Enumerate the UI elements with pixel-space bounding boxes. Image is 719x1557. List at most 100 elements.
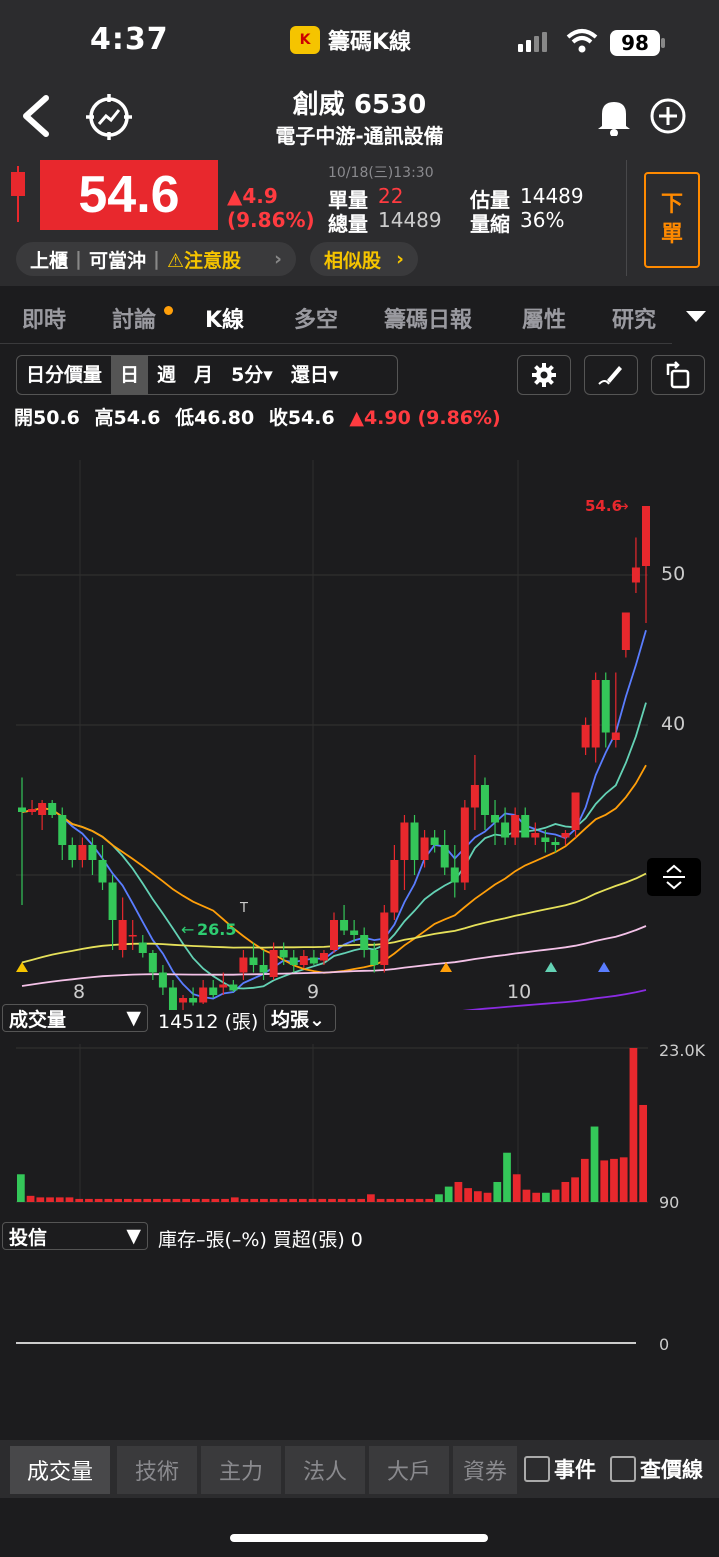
volume-bar [619, 1157, 628, 1202]
candle [209, 980, 218, 998]
tab-attributes[interactable]: 屬性 [522, 308, 567, 333]
volume-bar [639, 1104, 647, 1202]
volume-value: 14512 (張) [158, 1011, 259, 1033]
event-marker[interactable] [440, 962, 452, 972]
rotate-button[interactable] [651, 355, 705, 395]
x-tick-aug: 8 [73, 981, 85, 1003]
x-tick-sep: 9 [307, 981, 319, 1003]
candle [189, 987, 198, 1006]
candle [450, 845, 459, 898]
checkbox-icon [610, 1456, 636, 1482]
candle [511, 807, 520, 845]
tabs-more-button[interactable] [672, 288, 719, 344]
settings-button[interactable] [517, 355, 571, 395]
period-day[interactable]: 日 [111, 356, 149, 394]
candle [108, 875, 117, 950]
close-value: 54.6 [287, 407, 335, 429]
bell-icon[interactable] [594, 96, 634, 136]
candle [440, 830, 449, 875]
similar-stocks-label: 相似股 [324, 249, 382, 272]
arrow-right-icon: → [616, 497, 629, 515]
candle [299, 950, 308, 968]
app-indicator: K 籌碼K線 [290, 24, 411, 56]
pen-icon [598, 366, 622, 385]
volume-chart[interactable]: 23.0K 90 [0, 1036, 719, 1220]
tab-realtime[interactable]: 即時 [22, 308, 67, 333]
bottom-tab-volume[interactable]: 成交量 [10, 1446, 110, 1494]
tab-long-short[interactable]: 多空 [294, 308, 339, 333]
battery-indicator: 98 [610, 30, 660, 56]
period-month[interactable]: 月 [194, 364, 214, 386]
tab-discussion[interactable]: 討論 [112, 308, 157, 333]
candle [621, 612, 630, 658]
volume-bar [289, 1198, 297, 1202]
stock-tags[interactable]: 上櫃 | 可當沖 | ⚠注意股 › [16, 242, 296, 276]
last-price-marker: 54.6 [585, 497, 622, 515]
order-button[interactable]: 下 單 [644, 172, 700, 268]
period-5min[interactable]: 5分▾ [231, 364, 273, 386]
drag-handle-icon [663, 864, 685, 890]
ohlc-row: 開50.6 高54.6 低46.80 收54.6 ▲4.90 (9.86%) [14, 403, 501, 430]
trend-target-icon[interactable] [84, 92, 134, 142]
candle [219, 972, 228, 995]
event-marker[interactable] [545, 962, 557, 972]
price-line-checkbox[interactable]: 查價線 [610, 1454, 703, 1484]
volume-bar [240, 1198, 249, 1202]
volume-max-label: 23.0K [659, 1041, 706, 1060]
bottom-tab-major[interactable]: 主力 [201, 1446, 281, 1494]
volume-bar [36, 1197, 45, 1202]
volume-bar [143, 1198, 152, 1202]
bottom-tab-institutional[interactable]: 法人 [285, 1446, 365, 1494]
volume-bar [94, 1198, 103, 1202]
volume-indicator-select[interactable]: 成交量 ▼ [2, 1004, 148, 1032]
volume-bar [114, 1198, 122, 1202]
tag-daytrade: 可當沖 [88, 249, 146, 272]
candle [541, 830, 550, 853]
candle [68, 837, 77, 868]
tab-research[interactable]: 研究 [612, 308, 657, 333]
bottom-tab-technical[interactable]: 技術 [117, 1446, 197, 1494]
period-intraday-volume[interactable]: 日分價量 [26, 364, 103, 386]
volume-bar [629, 1048, 638, 1202]
checkbox-icon [524, 1456, 550, 1482]
bottom-tabs: 成交量 技術 主力 法人 大戶 資券 事件 查價線 [0, 1440, 719, 1498]
volume-bar [386, 1198, 395, 1202]
caret-down-icon: ▼ [126, 1225, 141, 1247]
period-adjusted[interactable]: 還日▾ [290, 364, 339, 386]
candle [340, 905, 349, 935]
bottom-tab-margin[interactable]: 資券 [453, 1446, 517, 1494]
volume-bar [17, 1174, 25, 1202]
institutional-select[interactable]: 投信 ▼ [2, 1222, 148, 1250]
event-marker[interactable] [598, 962, 610, 972]
volume-bar [532, 1192, 541, 1202]
period-week[interactable]: 週 [157, 364, 177, 386]
event-marker[interactable] [16, 962, 28, 972]
tab-chip-daily[interactable]: 籌碼日報 [384, 308, 473, 333]
bottom-tab-large-holders[interactable]: 大戶 [369, 1446, 449, 1494]
close-label: 收 [268, 407, 288, 429]
kline-chart[interactable]: 50 40 54.6 → ← 26.5 T 8 9 10 [0, 430, 719, 1010]
volume-bar [561, 1181, 570, 1202]
candle [420, 830, 429, 868]
stock-header: 創威 6530 電子中游-通訊設備 [0, 80, 719, 156]
event-checkbox[interactable]: 事件 [524, 1454, 596, 1484]
open-label: 開 [14, 407, 34, 429]
tag-attention: ⚠注意股 [166, 249, 241, 272]
add-icon[interactable] [648, 96, 688, 136]
chevron-right-icon: › [274, 248, 282, 270]
candle [571, 792, 580, 838]
back-arrow-icon[interactable] [18, 94, 52, 138]
tab-kline[interactable]: K線 [205, 308, 245, 333]
volume-bar [610, 1158, 618, 1202]
quote-panel: 54.6 ▲4.9 (9.86%) 10/18(三)13:30 單量 22 總量… [0, 156, 719, 286]
y-tick-40: 40 [661, 713, 685, 735]
draw-button[interactable] [584, 355, 638, 395]
candle [58, 807, 67, 860]
candle [531, 822, 540, 845]
institutional-chart[interactable]: 0 [0, 1256, 719, 1436]
candle [269, 942, 278, 980]
avg-lot-button[interactable]: 均張⌄ [264, 1004, 336, 1032]
similar-stocks-button[interactable]: 相似股 › [310, 242, 418, 276]
candle [551, 837, 560, 853]
current-price: 54.6 [40, 160, 218, 230]
